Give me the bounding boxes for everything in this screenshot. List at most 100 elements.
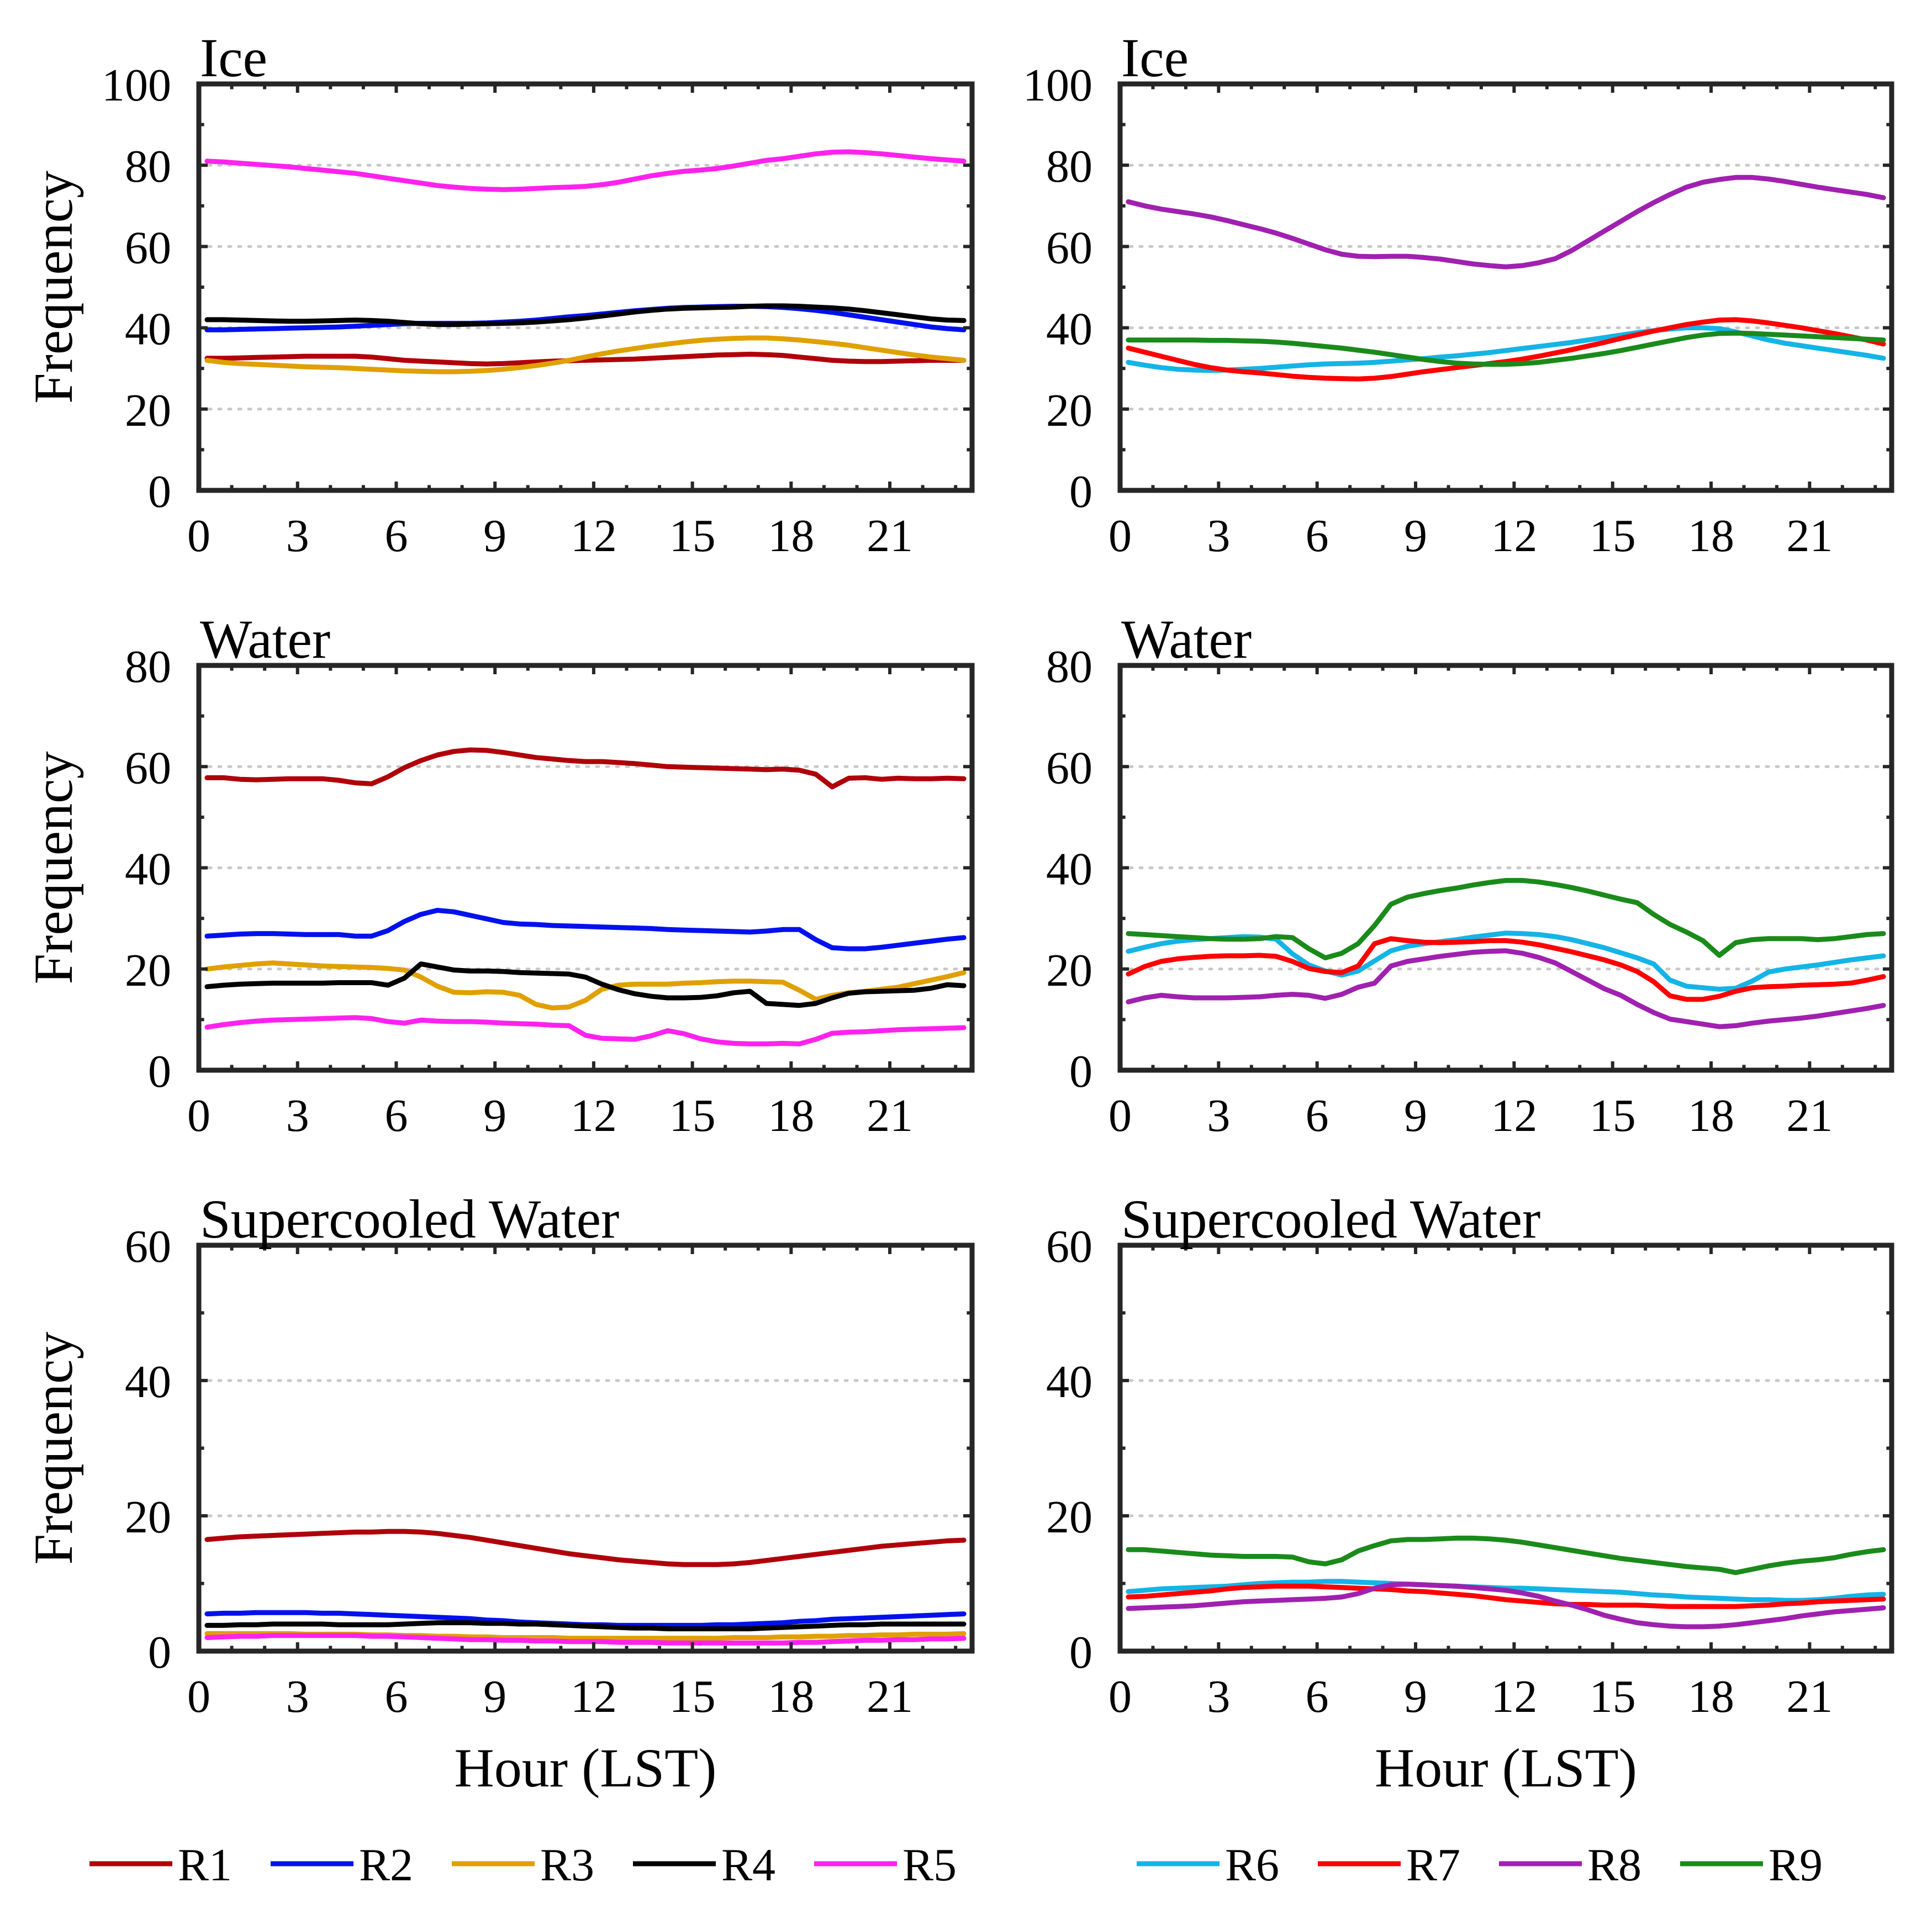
y-axis-label: Frequency bbox=[23, 1331, 84, 1564]
series-line-r8 bbox=[1126, 948, 1886, 1029]
series-line-r7 bbox=[1126, 1583, 1886, 1609]
axes-box bbox=[196, 1242, 975, 1654]
y-tick-label: 20 bbox=[125, 1492, 171, 1543]
panel-2: 0 3 6 9 12 15 18 21 0 20 40 60 80 100 Ice bbox=[1023, 27, 1894, 562]
series-line-r5 bbox=[204, 149, 967, 192]
series-line-r5 bbox=[204, 1015, 967, 1046]
series-line-r8 bbox=[1126, 1582, 1886, 1630]
y-tick-label: 20 bbox=[1046, 385, 1092, 436]
x-tick-label: 18 bbox=[1688, 1671, 1734, 1722]
y-tick-label: 100 bbox=[102, 60, 171, 111]
x-tick-label: 15 bbox=[1590, 1671, 1636, 1722]
y-tick-label: 80 bbox=[125, 141, 171, 192]
x-tick-label: 12 bbox=[1491, 1671, 1537, 1722]
x-tick-label: 0 bbox=[187, 510, 210, 562]
panel-3: 0 3 6 9 12 15 18 21 0 20 40 60 80 Water Frequency bbox=[23, 609, 975, 1141]
y-tick-label: 0 bbox=[1069, 1046, 1092, 1097]
x-tick-label: 3 bbox=[1207, 1090, 1230, 1141]
legend-item-r5: R5 bbox=[814, 1839, 957, 1891]
x-tick-label: 15 bbox=[1590, 510, 1636, 562]
legend-item-r9: R9 bbox=[1680, 1839, 1823, 1891]
legend-label: R1 bbox=[178, 1839, 232, 1891]
y-axis-label: Frequency bbox=[23, 171, 84, 404]
x-tick-label: 21 bbox=[867, 510, 913, 562]
series-line-r7 bbox=[1126, 936, 1886, 1002]
panel-6: 0 3 6 9 12 15 18 21 0 20 40 60 Supercooled Water Hour… bbox=[1046, 1188, 1894, 1799]
y-tick-label: 60 bbox=[1046, 1221, 1092, 1272]
series-line-r4 bbox=[204, 303, 967, 327]
y-tick-label: 100 bbox=[1023, 60, 1092, 111]
y-tick-label: 20 bbox=[1046, 945, 1092, 996]
y-tick-label: 20 bbox=[125, 945, 171, 996]
x-tick-label: 6 bbox=[1306, 1090, 1329, 1141]
series-line-r4 bbox=[204, 1620, 967, 1632]
panel-title: Ice bbox=[1121, 27, 1189, 88]
y-tick-label: 40 bbox=[125, 304, 171, 355]
panel-title: Ice bbox=[200, 27, 267, 88]
panel-4: 0 3 6 9 12 15 18 21 0 20 40 60 80 Water bbox=[1046, 609, 1894, 1141]
series-line-r9 bbox=[1126, 330, 1886, 367]
series-line-r6 bbox=[1126, 325, 1886, 373]
legend-label: R3 bbox=[540, 1839, 594, 1891]
x-tick-label: 9 bbox=[483, 1090, 506, 1141]
x-tick-label: 21 bbox=[867, 1090, 913, 1141]
x-tick-label: 9 bbox=[483, 1671, 506, 1722]
y-tick-label: 40 bbox=[1046, 1356, 1092, 1408]
y-tick-label: 60 bbox=[1046, 222, 1092, 273]
series-line-r1 bbox=[204, 747, 967, 790]
x-tick-label: 21 bbox=[1786, 510, 1833, 562]
x-axis-label: Hour (LST) bbox=[1375, 1737, 1637, 1799]
legend-label: R4 bbox=[721, 1839, 775, 1891]
series-line-r1 bbox=[204, 351, 967, 367]
series-line-r9 bbox=[1126, 1535, 1886, 1575]
x-tick-label: 21 bbox=[867, 1671, 913, 1722]
series-line-r5 bbox=[204, 1633, 967, 1646]
y-tick-label: 0 bbox=[148, 1627, 171, 1678]
y-tick-label: 40 bbox=[1046, 304, 1092, 355]
x-tick-label: 12 bbox=[571, 510, 617, 562]
legend-label: R5 bbox=[902, 1839, 957, 1891]
series-line-r2 bbox=[204, 908, 967, 951]
x-tick-label: 21 bbox=[1786, 1090, 1833, 1141]
y-tick-label: 40 bbox=[1046, 844, 1092, 895]
x-axis-label: Hour (LST) bbox=[455, 1737, 717, 1799]
y-tick-label: 0 bbox=[1069, 466, 1092, 517]
x-tick-label: 6 bbox=[384, 510, 408, 562]
x-tick-label: 6 bbox=[384, 1671, 408, 1722]
legend-label: R8 bbox=[1587, 1839, 1641, 1891]
y-tick-label: 60 bbox=[125, 1221, 171, 1272]
legend-item-r2: R2 bbox=[271, 1839, 413, 1891]
series-line-r4 bbox=[204, 961, 967, 1008]
x-tick-label: 0 bbox=[1108, 510, 1132, 562]
x-tick-label: 3 bbox=[286, 1090, 309, 1141]
y-tick-label: 0 bbox=[148, 1046, 171, 1097]
panel-title: Water bbox=[1121, 609, 1252, 670]
x-tick-label: 9 bbox=[483, 510, 506, 562]
x-tick-label: 0 bbox=[187, 1090, 210, 1141]
x-tick-label: 18 bbox=[768, 1090, 814, 1141]
legend-item-r8: R8 bbox=[1499, 1839, 1641, 1891]
x-tick-label: 21 bbox=[1786, 1671, 1833, 1722]
x-tick-label: 0 bbox=[1108, 1671, 1132, 1722]
y-tick-label: 80 bbox=[1046, 141, 1092, 192]
y-tick-label: 60 bbox=[125, 742, 171, 794]
x-tick-label: 6 bbox=[1306, 510, 1329, 562]
x-tick-label: 12 bbox=[571, 1090, 617, 1141]
x-tick-label: 3 bbox=[286, 510, 309, 562]
x-tick-label: 15 bbox=[669, 1090, 716, 1141]
legend-1: R1 R2 R3 R4 R5 bbox=[89, 1839, 957, 1891]
y-tick-label: 60 bbox=[1046, 742, 1092, 794]
y-tick-label: 40 bbox=[125, 844, 171, 895]
series-line-r7 bbox=[1126, 317, 1886, 382]
x-tick-label: 15 bbox=[669, 1671, 716, 1722]
y-tick-label: 40 bbox=[125, 1356, 171, 1408]
x-tick-label: 9 bbox=[1404, 1090, 1427, 1141]
axes-box bbox=[1117, 81, 1894, 493]
x-tick-label: 12 bbox=[1491, 1090, 1537, 1141]
panel-5: 0 3 6 9 12 15 18 21 0 20 40 60 Supercooled Water Freq… bbox=[23, 1188, 975, 1799]
y-tick-label: 0 bbox=[148, 466, 171, 517]
legend-item-r4: R4 bbox=[633, 1839, 775, 1891]
series-line-r9 bbox=[1126, 877, 1886, 961]
x-tick-label: 3 bbox=[1207, 1671, 1230, 1722]
